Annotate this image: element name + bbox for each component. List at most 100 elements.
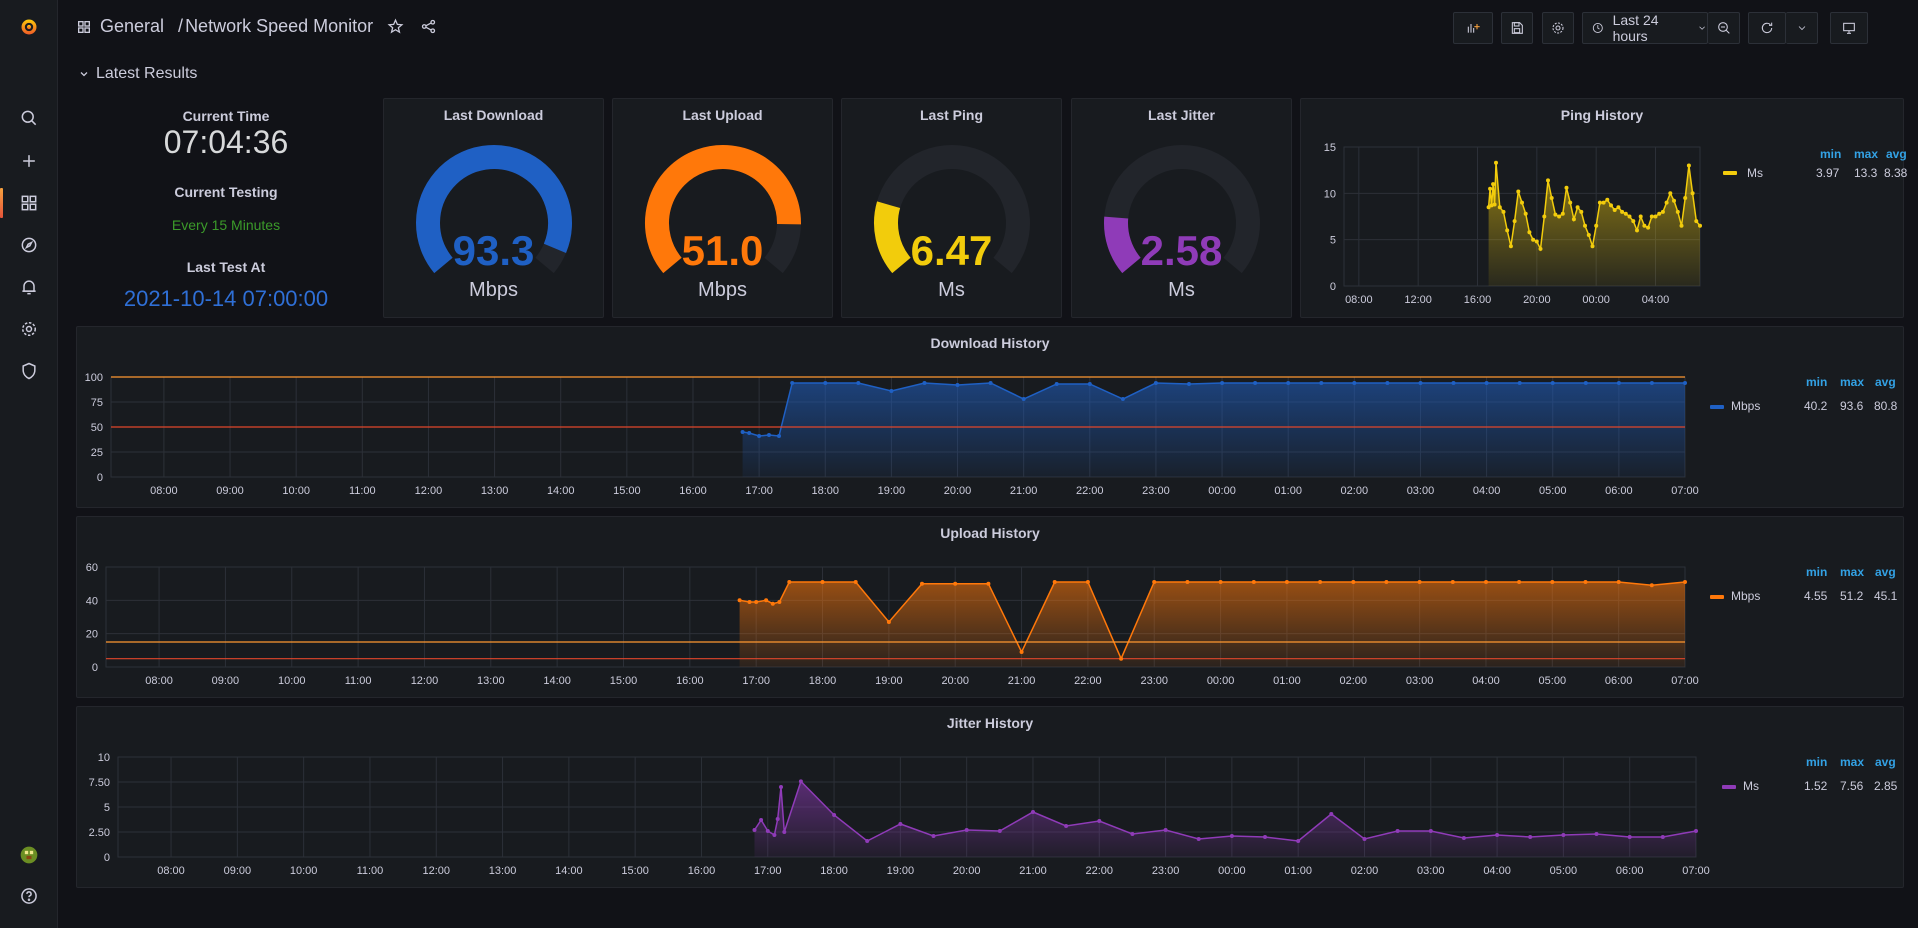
data-point[interactable] (953, 581, 958, 586)
data-point[interactable] (765, 829, 770, 833)
data-point[interactable] (737, 598, 742, 603)
data-point[interactable] (1362, 837, 1367, 841)
data-point[interactable] (1196, 837, 1201, 841)
data-point[interactable] (777, 600, 782, 604)
data-point[interactable] (1583, 381, 1588, 385)
row-collapse-toggle[interactable]: Latest Results (78, 65, 197, 83)
data-point[interactable] (1329, 812, 1334, 816)
data-point[interactable] (770, 601, 775, 606)
gauge-panel-download[interactable]: Last Download 93.3 Mbps (383, 98, 604, 318)
data-point[interactable] (790, 381, 795, 385)
data-point[interactable] (1646, 225, 1651, 230)
data-point[interactable] (1520, 200, 1524, 205)
data-point[interactable] (1064, 824, 1069, 828)
data-point[interactable] (1583, 580, 1588, 584)
refresh-button[interactable] (1748, 12, 1786, 44)
data-point[interactable] (1318, 580, 1323, 584)
data-point[interactable] (1085, 580, 1090, 584)
data-point[interactable] (1635, 228, 1639, 233)
data-point[interactable] (920, 581, 924, 586)
help-icon[interactable] (0, 875, 58, 917)
data-point[interactable] (1675, 209, 1680, 214)
data-point[interactable] (740, 430, 745, 434)
data-point[interactable] (1538, 246, 1543, 251)
data-point[interactable] (1497, 205, 1502, 210)
data-point[interactable] (856, 381, 861, 385)
data-point[interactable] (1352, 381, 1357, 385)
data-point[interactable] (1152, 580, 1157, 584)
data-point[interactable] (1395, 829, 1400, 833)
data-point[interactable] (782, 830, 787, 834)
data-point[interactable] (747, 431, 752, 435)
data-point[interactable] (1531, 237, 1536, 242)
data-point[interactable] (865, 839, 870, 843)
data-point[interactable] (1417, 580, 1422, 584)
data-point[interactable] (886, 620, 891, 624)
star-icon[interactable] (387, 18, 404, 35)
data-point[interactable] (777, 434, 781, 438)
dashboard-title[interactable]: Network Speed Monitor (185, 16, 374, 36)
data-point[interactable] (1494, 160, 1498, 165)
data-point[interactable] (1668, 191, 1673, 196)
data-point[interactable] (1319, 381, 1324, 385)
data-point[interactable] (1612, 208, 1617, 212)
data-point[interactable] (1575, 205, 1580, 210)
data-point[interactable] (1517, 381, 1522, 385)
search-icon[interactable] (0, 97, 58, 139)
data-point[interactable] (1616, 580, 1621, 584)
data-point[interactable] (1623, 211, 1628, 216)
data-point[interactable] (1616, 381, 1621, 385)
data-point[interactable] (955, 383, 960, 387)
data-point[interactable] (1031, 810, 1035, 814)
add-panel-button[interactable] (1453, 12, 1493, 44)
data-point[interactable] (1523, 211, 1528, 216)
gauge-panel-upload[interactable]: Last Upload 51.0 Mbps (612, 98, 833, 318)
upload-history-panel[interactable]: Upload History 60 40 20 0 08:00 09:00 10:00 11:… (76, 516, 1904, 698)
data-point[interactable] (1627, 214, 1632, 219)
folder-link[interactable]: General (100, 16, 165, 36)
data-point[interactable] (1657, 211, 1662, 216)
ping-history-panel[interactable]: Ping History 15 10 5 0 08:00 12:00 16:00 20:00 0… (1300, 98, 1907, 318)
grafana-logo-icon[interactable] (0, 6, 58, 48)
data-point[interactable] (1590, 244, 1595, 249)
data-point[interactable] (1263, 835, 1267, 839)
data-point[interactable] (787, 580, 792, 584)
data-point[interactable] (1492, 202, 1497, 207)
data-point[interactable] (1229, 834, 1234, 838)
data-point[interactable] (1583, 223, 1587, 228)
data-point[interactable] (1579, 209, 1584, 214)
data-point[interactable] (1542, 214, 1547, 219)
data-point[interactable] (1660, 835, 1665, 839)
data-point[interactable] (1097, 819, 1102, 823)
data-point[interactable] (1660, 209, 1665, 214)
data-point[interactable] (1690, 191, 1695, 196)
data-point[interactable] (1601, 200, 1606, 205)
data-point[interactable] (1683, 381, 1687, 385)
data-point[interactable] (1616, 205, 1621, 210)
data-point[interactable] (1385, 381, 1390, 385)
save-dashboard-button[interactable] (1501, 12, 1533, 44)
data-point[interactable] (1296, 839, 1301, 843)
data-point[interactable] (1087, 382, 1092, 386)
data-point[interactable] (1019, 650, 1024, 654)
server-admin-shield-icon[interactable] (0, 350, 58, 392)
data-point[interactable] (853, 580, 858, 584)
alerting-bell-icon[interactable] (0, 266, 58, 308)
data-point[interactable] (988, 381, 993, 385)
share-icon[interactable] (420, 18, 437, 35)
data-point[interactable] (1571, 217, 1576, 222)
data-point[interactable] (1649, 381, 1654, 385)
data-point[interactable] (1631, 219, 1636, 224)
data-point[interactable] (1557, 214, 1562, 219)
data-point[interactable] (1351, 580, 1356, 584)
data-point[interactable] (1546, 178, 1550, 183)
zoom-out-button[interactable] (1708, 12, 1740, 44)
data-point[interactable] (1185, 580, 1190, 584)
create-plus-icon[interactable] (0, 140, 58, 182)
data-point[interactable] (1418, 381, 1423, 385)
data-point[interactable] (1679, 223, 1684, 228)
data-point[interactable] (1253, 381, 1258, 385)
data-point[interactable] (752, 828, 757, 832)
data-point[interactable] (1218, 580, 1223, 584)
data-point[interactable] (779, 785, 783, 789)
